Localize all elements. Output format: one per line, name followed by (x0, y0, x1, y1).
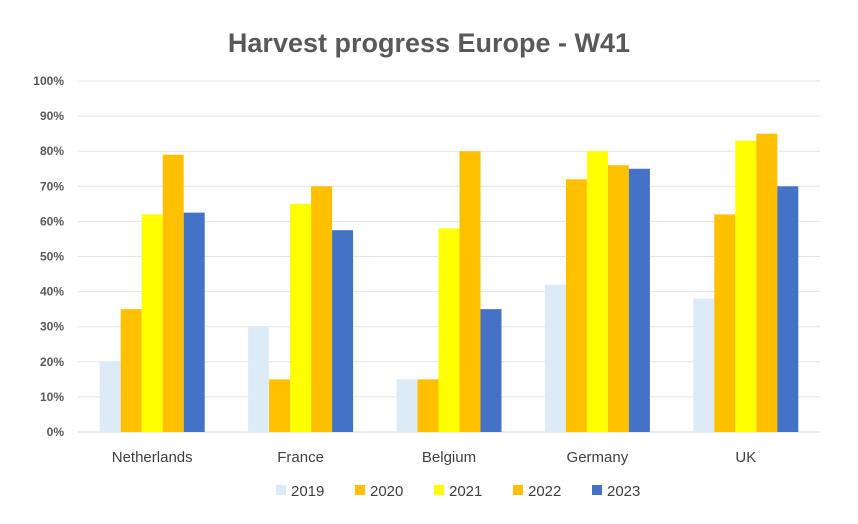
y-tick-label: 50% (40, 250, 64, 264)
bar-belgium-2020 (417, 379, 439, 432)
bar-france-2022 (311, 186, 333, 432)
bar-france-2020 (269, 379, 291, 432)
y-tick-label: 80% (40, 144, 64, 158)
x-tick-label: France (277, 449, 324, 466)
y-tick-label: 20% (40, 355, 64, 369)
bar-germany-2023 (628, 168, 650, 432)
y-tick-label: 40% (40, 285, 64, 299)
bar-uk-2021 (735, 140, 757, 433)
legend-label-2023: 2023 (607, 483, 640, 500)
bar-belgium-2021 (438, 228, 460, 432)
bar-germany-2019 (544, 284, 566, 432)
bar-netherlands-2022 (162, 154, 184, 432)
y-tick-label: 60% (40, 214, 64, 228)
x-tick-label: Belgium (422, 449, 476, 466)
bar-uk-2019 (693, 298, 715, 432)
bar-france-2019 (248, 326, 270, 432)
x-tick-label: UK (735, 449, 756, 466)
bar-belgium-2023 (480, 309, 502, 432)
bar-france-2023 (332, 230, 354, 432)
y-tick-label: 70% (40, 179, 64, 193)
x-tick-label: Netherlands (112, 449, 193, 466)
legend-swatch-2019 (276, 485, 286, 495)
bar-germany-2021 (586, 151, 608, 432)
bar-france-2021 (290, 203, 312, 432)
bar-germany-2022 (607, 165, 629, 433)
legend-swatch-2023 (592, 485, 602, 495)
bar-uk-2020 (714, 214, 736, 432)
legend-label-2021: 2021 (449, 483, 482, 500)
legend-label-2019: 2019 (291, 483, 324, 500)
bar-netherlands-2019 (99, 361, 121, 432)
legend-label-2020: 2020 (370, 483, 403, 500)
y-tick-label: 10% (40, 390, 64, 404)
bar-netherlands-2020 (120, 309, 142, 432)
y-tick-label: 30% (40, 320, 64, 334)
bar-belgium-2022 (459, 151, 481, 432)
bar-netherlands-2021 (141, 214, 163, 432)
y-tick-label: 100% (33, 74, 64, 88)
legend-swatch-2022 (513, 485, 523, 495)
bar-uk-2022 (756, 133, 778, 432)
y-tick-label: 90% (40, 109, 64, 123)
bar-uk-2023 (777, 186, 799, 432)
y-tick-label: 0% (47, 425, 65, 439)
bar-netherlands-2023 (183, 212, 205, 432)
x-tick-label: Germany (567, 449, 629, 466)
legend-swatch-2020 (355, 485, 365, 495)
bar-belgium-2019 (396, 379, 418, 432)
chart-title: Harvest progress Europe - W41 (228, 28, 630, 58)
legend-label-2022: 2022 (528, 483, 561, 500)
legend-swatch-2021 (434, 485, 444, 495)
bar-germany-2020 (565, 179, 587, 432)
